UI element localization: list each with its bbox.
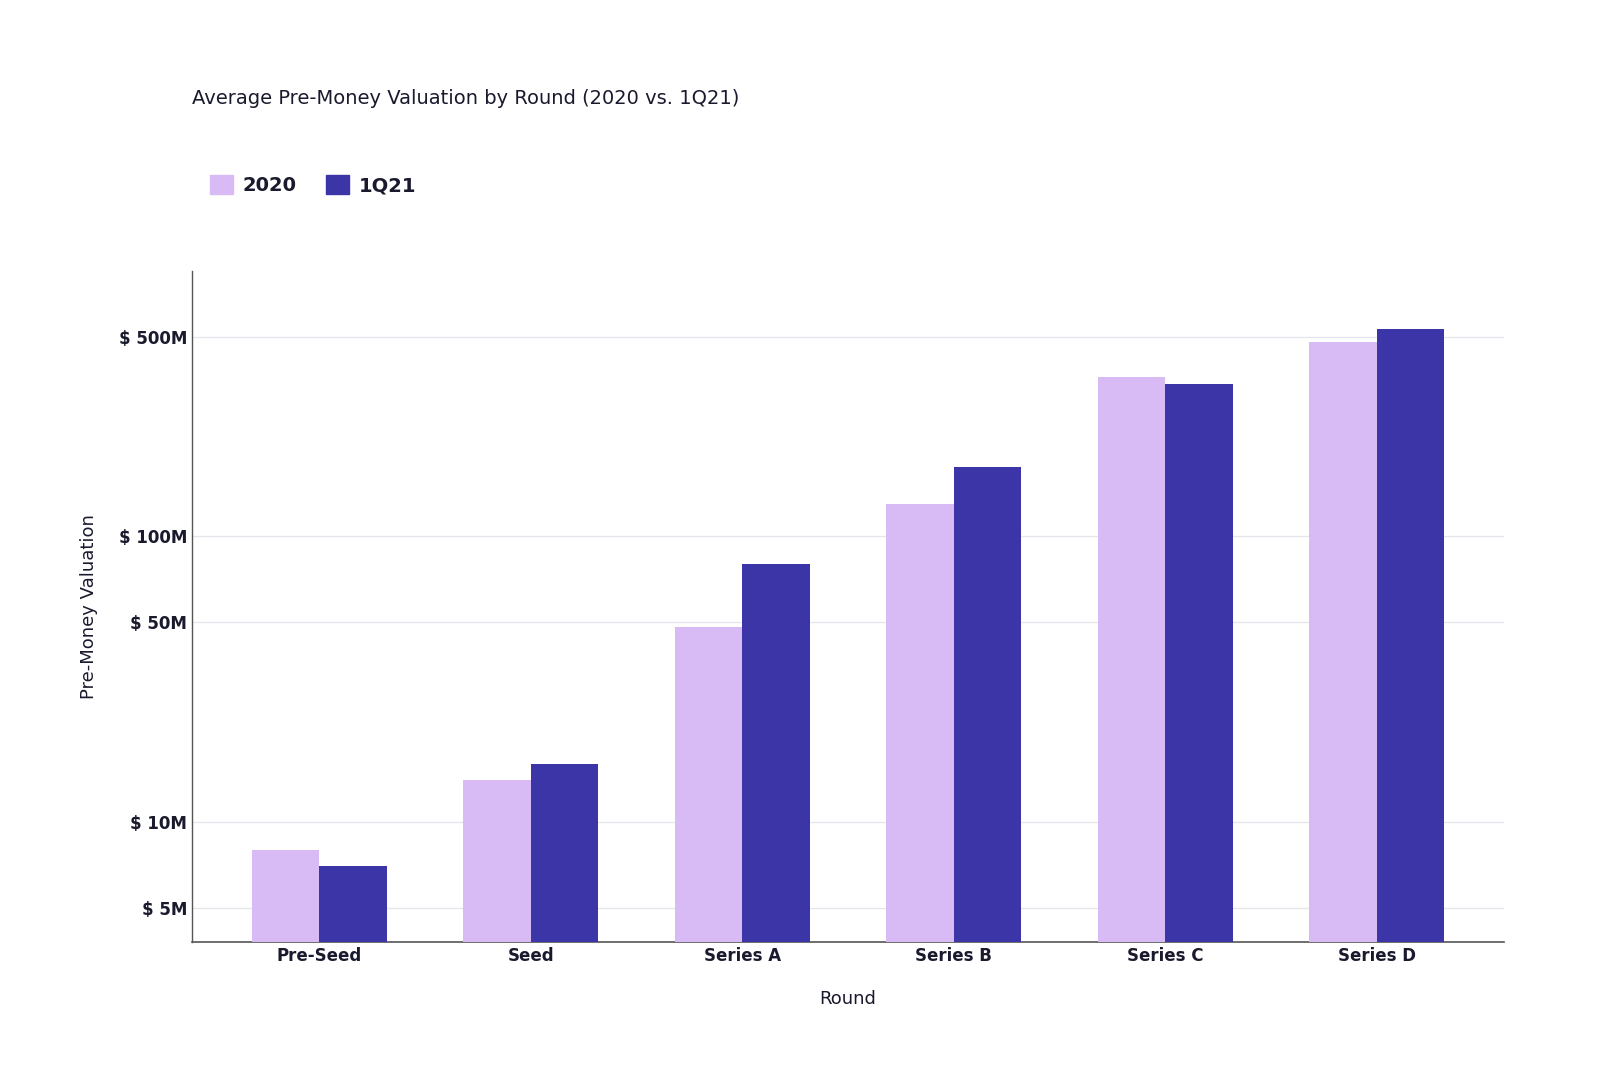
Bar (886, 504, 954, 1083)
Bar (1376, 329, 1445, 1083)
Bar (954, 467, 1021, 1083)
Bar (1098, 377, 1165, 1083)
Bar (742, 564, 810, 1083)
Bar (320, 866, 387, 1083)
Bar (251, 850, 320, 1083)
Bar (531, 764, 598, 1083)
X-axis label: Round: Round (819, 990, 877, 1008)
Legend: 2020, 1Q21: 2020, 1Q21 (202, 167, 424, 203)
Bar (462, 781, 531, 1083)
Text: Average Pre-Money Valuation by Round (2020 vs. 1Q21): Average Pre-Money Valuation by Round (20… (192, 89, 739, 108)
Y-axis label: Pre-Money Valuation: Pre-Money Valuation (80, 514, 98, 699)
Bar (675, 627, 742, 1083)
Bar (1309, 341, 1376, 1083)
Bar (1165, 384, 1234, 1083)
